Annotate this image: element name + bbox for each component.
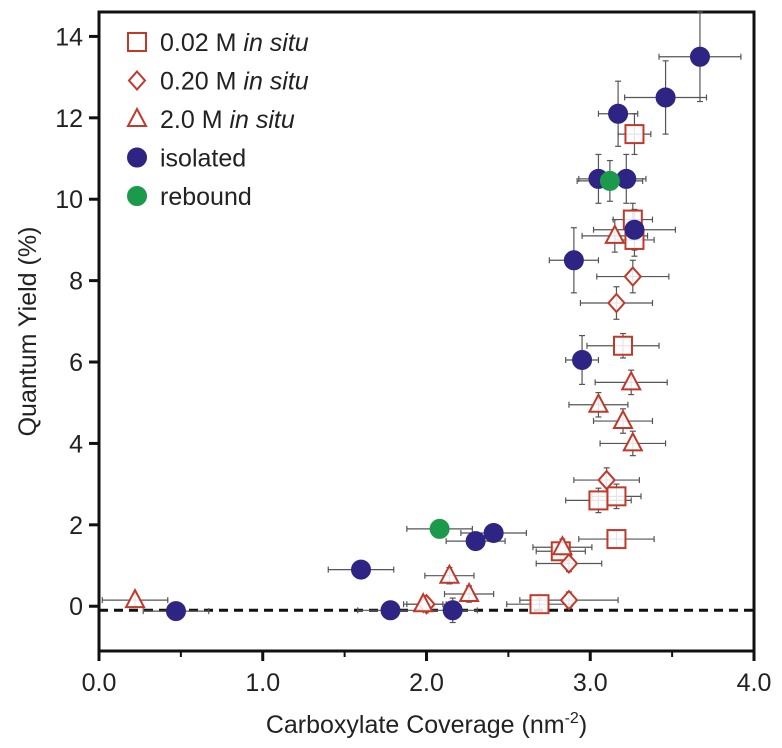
data-point-rebound — [599, 170, 620, 191]
y-tick-label: 14 — [55, 23, 83, 51]
data-point-0-20-m — [623, 266, 643, 288]
x-axis-title-superscript: -2 — [565, 710, 579, 727]
data-point-0-20-m — [607, 292, 626, 314]
y-tick-label: 4 — [69, 430, 83, 458]
data-point-isolated — [689, 46, 710, 67]
legend-label: rebound — [160, 183, 252, 211]
x-axis-title-suffix: ) — [579, 711, 587, 739]
data-point-isolated — [465, 531, 486, 552]
x-axis-ticks: 0.0 1.0 2.0 3.0 4.0 — [82, 651, 772, 697]
legend-label-name: 2.0 M — [160, 106, 223, 134]
legend-label: 0.02 M in situ — [160, 29, 309, 57]
data-point-0-20-m — [597, 469, 616, 491]
legend-marker — [127, 186, 147, 206]
data-point-isolated — [380, 600, 401, 621]
y-axis-title: Quantum Yield (%) — [14, 227, 42, 437]
legend-label-name: rebound — [160, 183, 252, 211]
data-point-isolated — [655, 87, 676, 108]
x-tick-label: 1.0 — [245, 669, 280, 697]
legend-label-italic: in situ — [236, 68, 308, 96]
legend-label-italic: in situ — [236, 29, 308, 57]
data-point-0-02-m — [529, 594, 550, 615]
legend-label-italic: in situ — [223, 106, 295, 134]
y-tick-label: 0 — [69, 593, 83, 621]
data-point-0-20-m — [559, 552, 579, 574]
legend-marker — [127, 69, 147, 92]
data-point-isolated — [483, 522, 504, 543]
y-axis-ticks: 0 2 4 6 8 10 12 14 — [55, 23, 99, 621]
data-point-0-02-m — [588, 490, 609, 511]
data-point-isolated — [563, 250, 584, 271]
x-tick-label: 4.0 — [737, 669, 772, 697]
data-point-2-0-m — [438, 563, 461, 584]
x-axis-title-text: Carboxylate Coverage (nm — [266, 711, 565, 739]
y-tick-label: 12 — [55, 105, 83, 133]
data-point-0-02-m — [624, 124, 645, 145]
data-point-2-0-m — [612, 408, 634, 430]
x-axis-title: Carboxylate Coverage (nm-2) — [266, 710, 587, 739]
data-point-isolated — [165, 601, 186, 622]
data-point-rebound — [429, 518, 450, 539]
legend-label-name: 0.02 M — [160, 29, 236, 57]
legend-label: isolated — [160, 145, 246, 173]
data-point-2-0-m — [458, 581, 480, 603]
data-point-isolated — [442, 600, 463, 621]
legend-label-name: 0.20 M — [160, 68, 236, 96]
legend-marker — [126, 106, 148, 127]
data-point-2-0-m — [622, 431, 644, 452]
data-point-2-0-m — [604, 223, 626, 244]
y-tick-label: 10 — [55, 186, 83, 214]
data-point-0-02-m — [613, 335, 633, 356]
data-point-2-0-m — [620, 370, 642, 391]
data-point-isolated — [572, 349, 593, 370]
legend-label-name: isolated — [160, 145, 246, 173]
data-point-2-0-m — [587, 392, 610, 413]
error-bars — [101, 11, 742, 624]
data-point-2-0-m — [412, 592, 434, 613]
data-point-0-20-m — [559, 589, 579, 611]
data-point-isolated — [624, 219, 645, 240]
data-point-0-02-m — [606, 486, 627, 507]
data-point-2-0-m — [551, 535, 574, 556]
x-tick-label: 2.0 — [409, 669, 444, 697]
y-tick-label: 2 — [69, 512, 83, 540]
y-tick-label: 8 — [69, 268, 83, 296]
data-point-2-0-m — [124, 587, 146, 609]
legend-label: 2.0 M in situ — [160, 106, 295, 134]
y-tick-label: 6 — [69, 349, 83, 377]
x-tick-label: 0.0 — [82, 669, 117, 697]
data-point-0-02-m — [606, 529, 627, 550]
data-markers — [124, 46, 710, 622]
data-point-isolated — [351, 559, 371, 580]
data-point-isolated — [608, 103, 629, 124]
legend-marker — [127, 32, 147, 52]
x-tick-label: 3.0 — [573, 669, 608, 697]
legend-label: 0.20 M in situ — [160, 68, 309, 96]
legend-marker — [127, 147, 147, 168]
